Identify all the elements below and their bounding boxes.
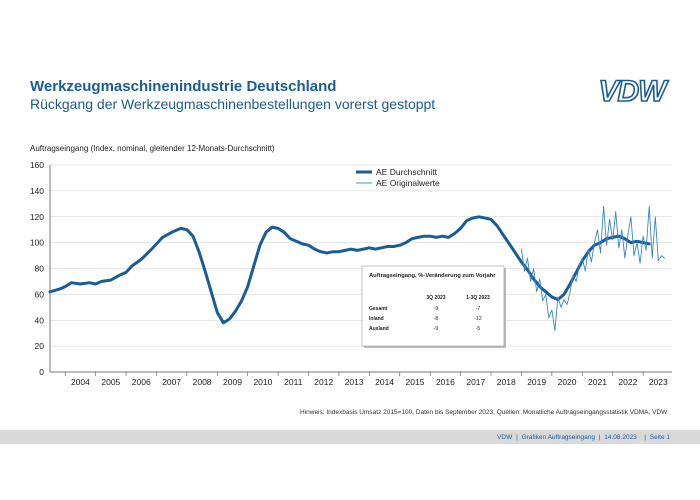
page-title: Werkzeugmaschinenindustrie Deutschland: [30, 78, 337, 95]
inset-table-cell: -9: [434, 306, 439, 312]
inset-table-cell: Gesamt: [369, 306, 388, 312]
footer-page: Seite 1: [649, 434, 670, 441]
y-tick-label: 120: [30, 212, 44, 222]
y-axis-label: Auftragseingang (Index, nominal, gleiten…: [30, 144, 275, 153]
footer: VDW | Grafiken Auftragseingang | 14.08.2…: [495, 434, 670, 441]
inset-table-cell: -5: [476, 326, 481, 332]
inset-table-header: 3Q 2023: [426, 295, 445, 301]
inset-table-cell: Ausland: [369, 326, 389, 332]
x-tick-label: 2006: [132, 377, 151, 387]
x-tick-label: 2016: [436, 377, 455, 387]
chart-note: Hinweis: Indexbasis Umsatz 2015=100, Dat…: [300, 409, 668, 416]
footer-date: 14.08.2023: [604, 434, 637, 441]
legend-label: AE Durchschnitt: [376, 167, 438, 177]
inset-table-cell: -9: [434, 326, 439, 332]
x-tick-label: 2008: [193, 377, 212, 387]
x-tick-label: 2009: [223, 377, 242, 387]
footer-doc: Grafiken Auftragseingang: [521, 434, 595, 441]
inset-table-cell: Inland: [369, 316, 384, 322]
page-subtitle: Rückgang der Werkzeugmaschinenbestellung…: [30, 96, 436, 112]
vdw-logo: VDW: [598, 74, 671, 106]
y-tick-label: 80: [35, 264, 45, 274]
inset-table-title: Auftragseingang, %-Veränderung zum Vorja…: [369, 273, 496, 279]
y-tick-label: 60: [35, 289, 45, 299]
inset-table-cell: -8: [434, 316, 439, 322]
x-tick-label: 2020: [558, 377, 577, 387]
inset-table-header: 1-3Q 2023: [466, 295, 490, 301]
x-tick-label: 2004: [71, 377, 90, 387]
legend-label: AE Originalwerte: [376, 178, 440, 188]
x-tick-label: 2011: [284, 377, 303, 387]
x-tick-label: 2013: [345, 377, 364, 387]
inset-table-box: [361, 265, 505, 347]
x-tick-label: 2007: [162, 377, 181, 387]
x-tick-label: 2023: [649, 377, 668, 387]
series-line-1: [48, 215, 651, 325]
x-tick-label: 2022: [618, 377, 637, 387]
series-line-2: [520, 205, 665, 332]
x-tick-label: 2010: [253, 377, 272, 387]
footer-bar: [0, 430, 700, 444]
x-tick-label: 2015: [406, 377, 425, 387]
x-tick-label: 2019: [527, 377, 546, 387]
inset-table-cell: -12: [474, 316, 481, 322]
svg-text:VDW: VDW: [599, 75, 670, 106]
y-tick-label: 100: [30, 238, 44, 248]
footer-sep: |: [598, 434, 601, 441]
x-tick-label: 2021: [588, 377, 607, 387]
y-tick-label: 140: [30, 186, 44, 196]
footer-org: VDW: [497, 434, 513, 441]
x-tick-label: 2018: [497, 377, 516, 387]
y-tick-label: 20: [35, 341, 45, 351]
x-tick-label: 2014: [375, 377, 394, 387]
footer-sep: |: [516, 434, 518, 441]
footer-sep: |: [640, 434, 646, 441]
y-tick-label: 160: [30, 160, 44, 170]
x-tick-label: 2012: [314, 377, 333, 387]
y-tick-label: 40: [35, 315, 45, 325]
y-tick-label: 0: [39, 367, 44, 377]
x-tick-label: 2017: [466, 377, 485, 387]
inset-table-cell: -7: [476, 306, 481, 312]
x-tick-label: 2005: [101, 377, 120, 387]
